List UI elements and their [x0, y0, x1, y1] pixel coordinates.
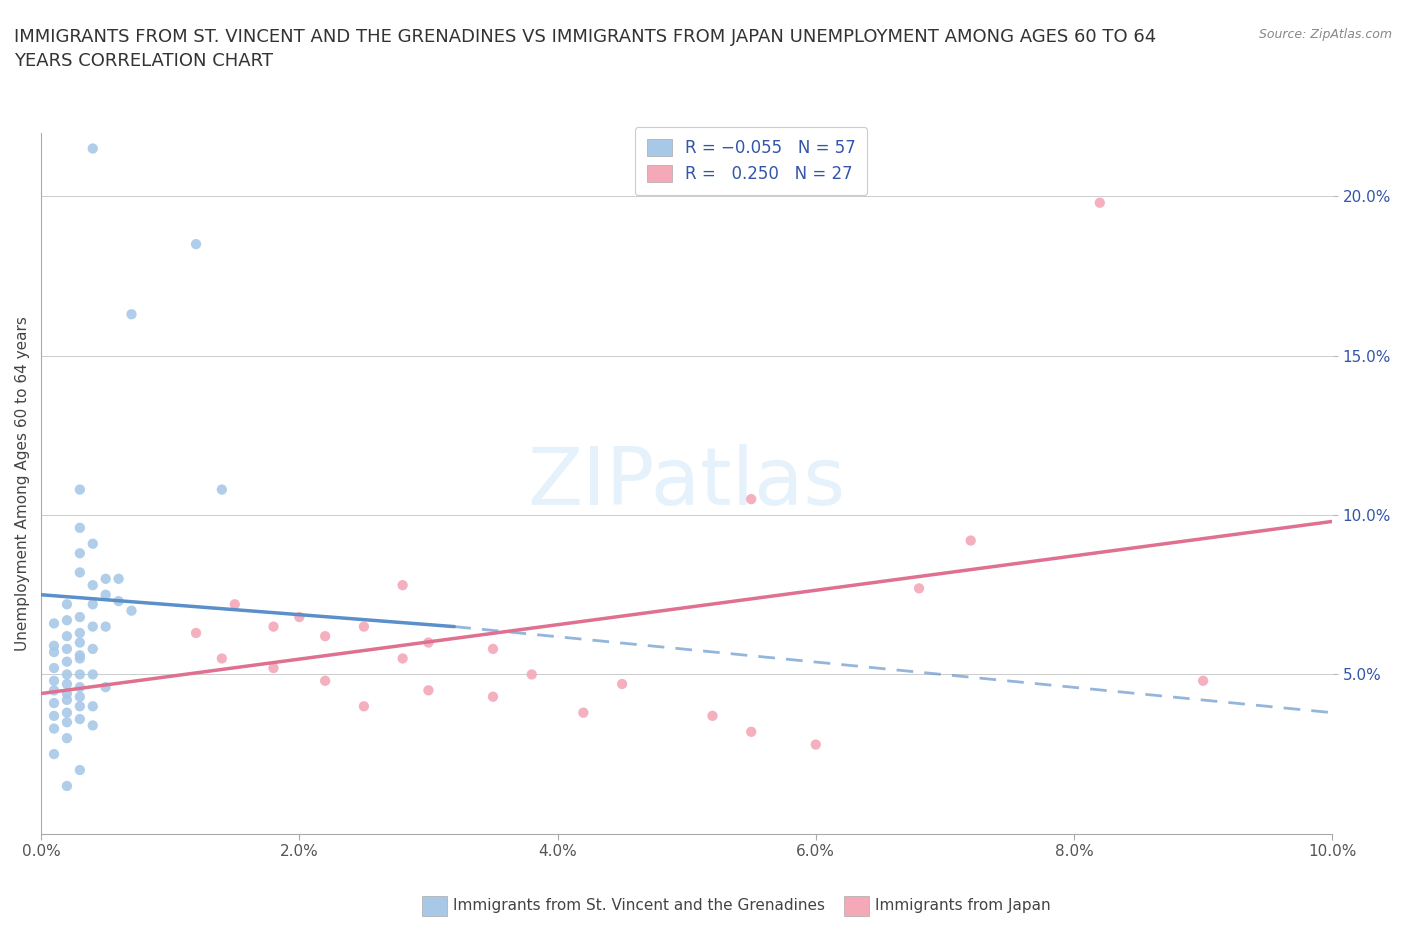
- Point: [184, 237, 207, 252]
- Point: [69, 609, 91, 624]
- Point: [56, 731, 79, 746]
- Point: [1192, 673, 1215, 688]
- Point: [82, 537, 104, 551]
- Point: [482, 642, 505, 657]
- Point: [42, 644, 65, 659]
- Point: [82, 597, 104, 612]
- Point: [418, 635, 440, 650]
- Point: [184, 626, 207, 641]
- Point: [94, 680, 117, 695]
- Point: [56, 686, 79, 701]
- Text: Immigrants from Japan: Immigrants from Japan: [875, 898, 1050, 913]
- Point: [56, 676, 79, 691]
- Point: [56, 667, 79, 682]
- Point: [82, 141, 104, 156]
- Point: [418, 683, 440, 698]
- Point: [56, 693, 79, 708]
- Point: [82, 718, 104, 733]
- Text: Source: ZipAtlas.com: Source: ZipAtlas.com: [1258, 28, 1392, 41]
- Point: [391, 578, 413, 592]
- Point: [82, 698, 104, 713]
- Point: [42, 660, 65, 675]
- Point: [42, 683, 65, 698]
- Point: [263, 660, 285, 675]
- Point: [82, 667, 104, 682]
- Point: [69, 626, 91, 641]
- Point: [121, 604, 143, 618]
- Point: [69, 521, 91, 536]
- Point: [610, 676, 633, 691]
- Point: [82, 642, 104, 657]
- Point: [107, 571, 129, 586]
- Point: [121, 307, 143, 322]
- Point: [69, 698, 91, 713]
- Point: [42, 673, 65, 688]
- Point: [42, 638, 65, 653]
- Point: [69, 689, 91, 704]
- Point: [107, 593, 129, 608]
- Point: [56, 597, 79, 612]
- Point: [69, 711, 91, 726]
- Point: [572, 705, 595, 720]
- Legend: R = −0.055   N = 57, R =   0.250   N = 27: R = −0.055 N = 57, R = 0.250 N = 27: [636, 126, 868, 195]
- Point: [740, 492, 762, 507]
- Point: [56, 715, 79, 730]
- Point: [69, 651, 91, 666]
- Point: [56, 642, 79, 657]
- Point: [56, 778, 79, 793]
- Point: [224, 597, 246, 612]
- Point: [94, 619, 117, 634]
- Point: [42, 721, 65, 736]
- Point: [211, 651, 233, 666]
- Point: [56, 613, 79, 628]
- Point: [482, 689, 505, 704]
- Point: [353, 698, 375, 713]
- Text: ZIPatlas: ZIPatlas: [527, 445, 846, 522]
- Text: IMMIGRANTS FROM ST. VINCENT AND THE GRENADINES VS IMMIGRANTS FROM JAPAN UNEMPLOY: IMMIGRANTS FROM ST. VINCENT AND THE GREN…: [14, 28, 1156, 70]
- Point: [69, 482, 91, 497]
- Point: [69, 667, 91, 682]
- Point: [353, 619, 375, 634]
- Point: [211, 482, 233, 497]
- Point: [82, 578, 104, 592]
- Point: [520, 667, 543, 682]
- Y-axis label: Unemployment Among Ages 60 to 64 years: Unemployment Among Ages 60 to 64 years: [15, 316, 30, 651]
- Point: [69, 635, 91, 650]
- Point: [314, 629, 336, 644]
- Point: [42, 696, 65, 711]
- Point: [702, 709, 724, 724]
- Point: [94, 588, 117, 603]
- Point: [56, 629, 79, 644]
- Text: Immigrants from St. Vincent and the Grenadines: Immigrants from St. Vincent and the Gren…: [453, 898, 825, 913]
- Point: [42, 747, 65, 762]
- Point: [82, 619, 104, 634]
- Point: [263, 619, 285, 634]
- Point: [804, 737, 827, 752]
- Point: [69, 648, 91, 663]
- Point: [1088, 195, 1111, 210]
- Point: [42, 709, 65, 724]
- Point: [288, 609, 311, 624]
- Point: [94, 571, 117, 586]
- Point: [42, 616, 65, 631]
- Point: [69, 546, 91, 561]
- Point: [56, 654, 79, 669]
- Point: [69, 763, 91, 777]
- Point: [908, 581, 931, 596]
- Point: [314, 673, 336, 688]
- Point: [69, 680, 91, 695]
- Point: [69, 565, 91, 580]
- Point: [959, 533, 981, 548]
- Point: [391, 651, 413, 666]
- Point: [56, 705, 79, 720]
- Point: [740, 724, 762, 739]
